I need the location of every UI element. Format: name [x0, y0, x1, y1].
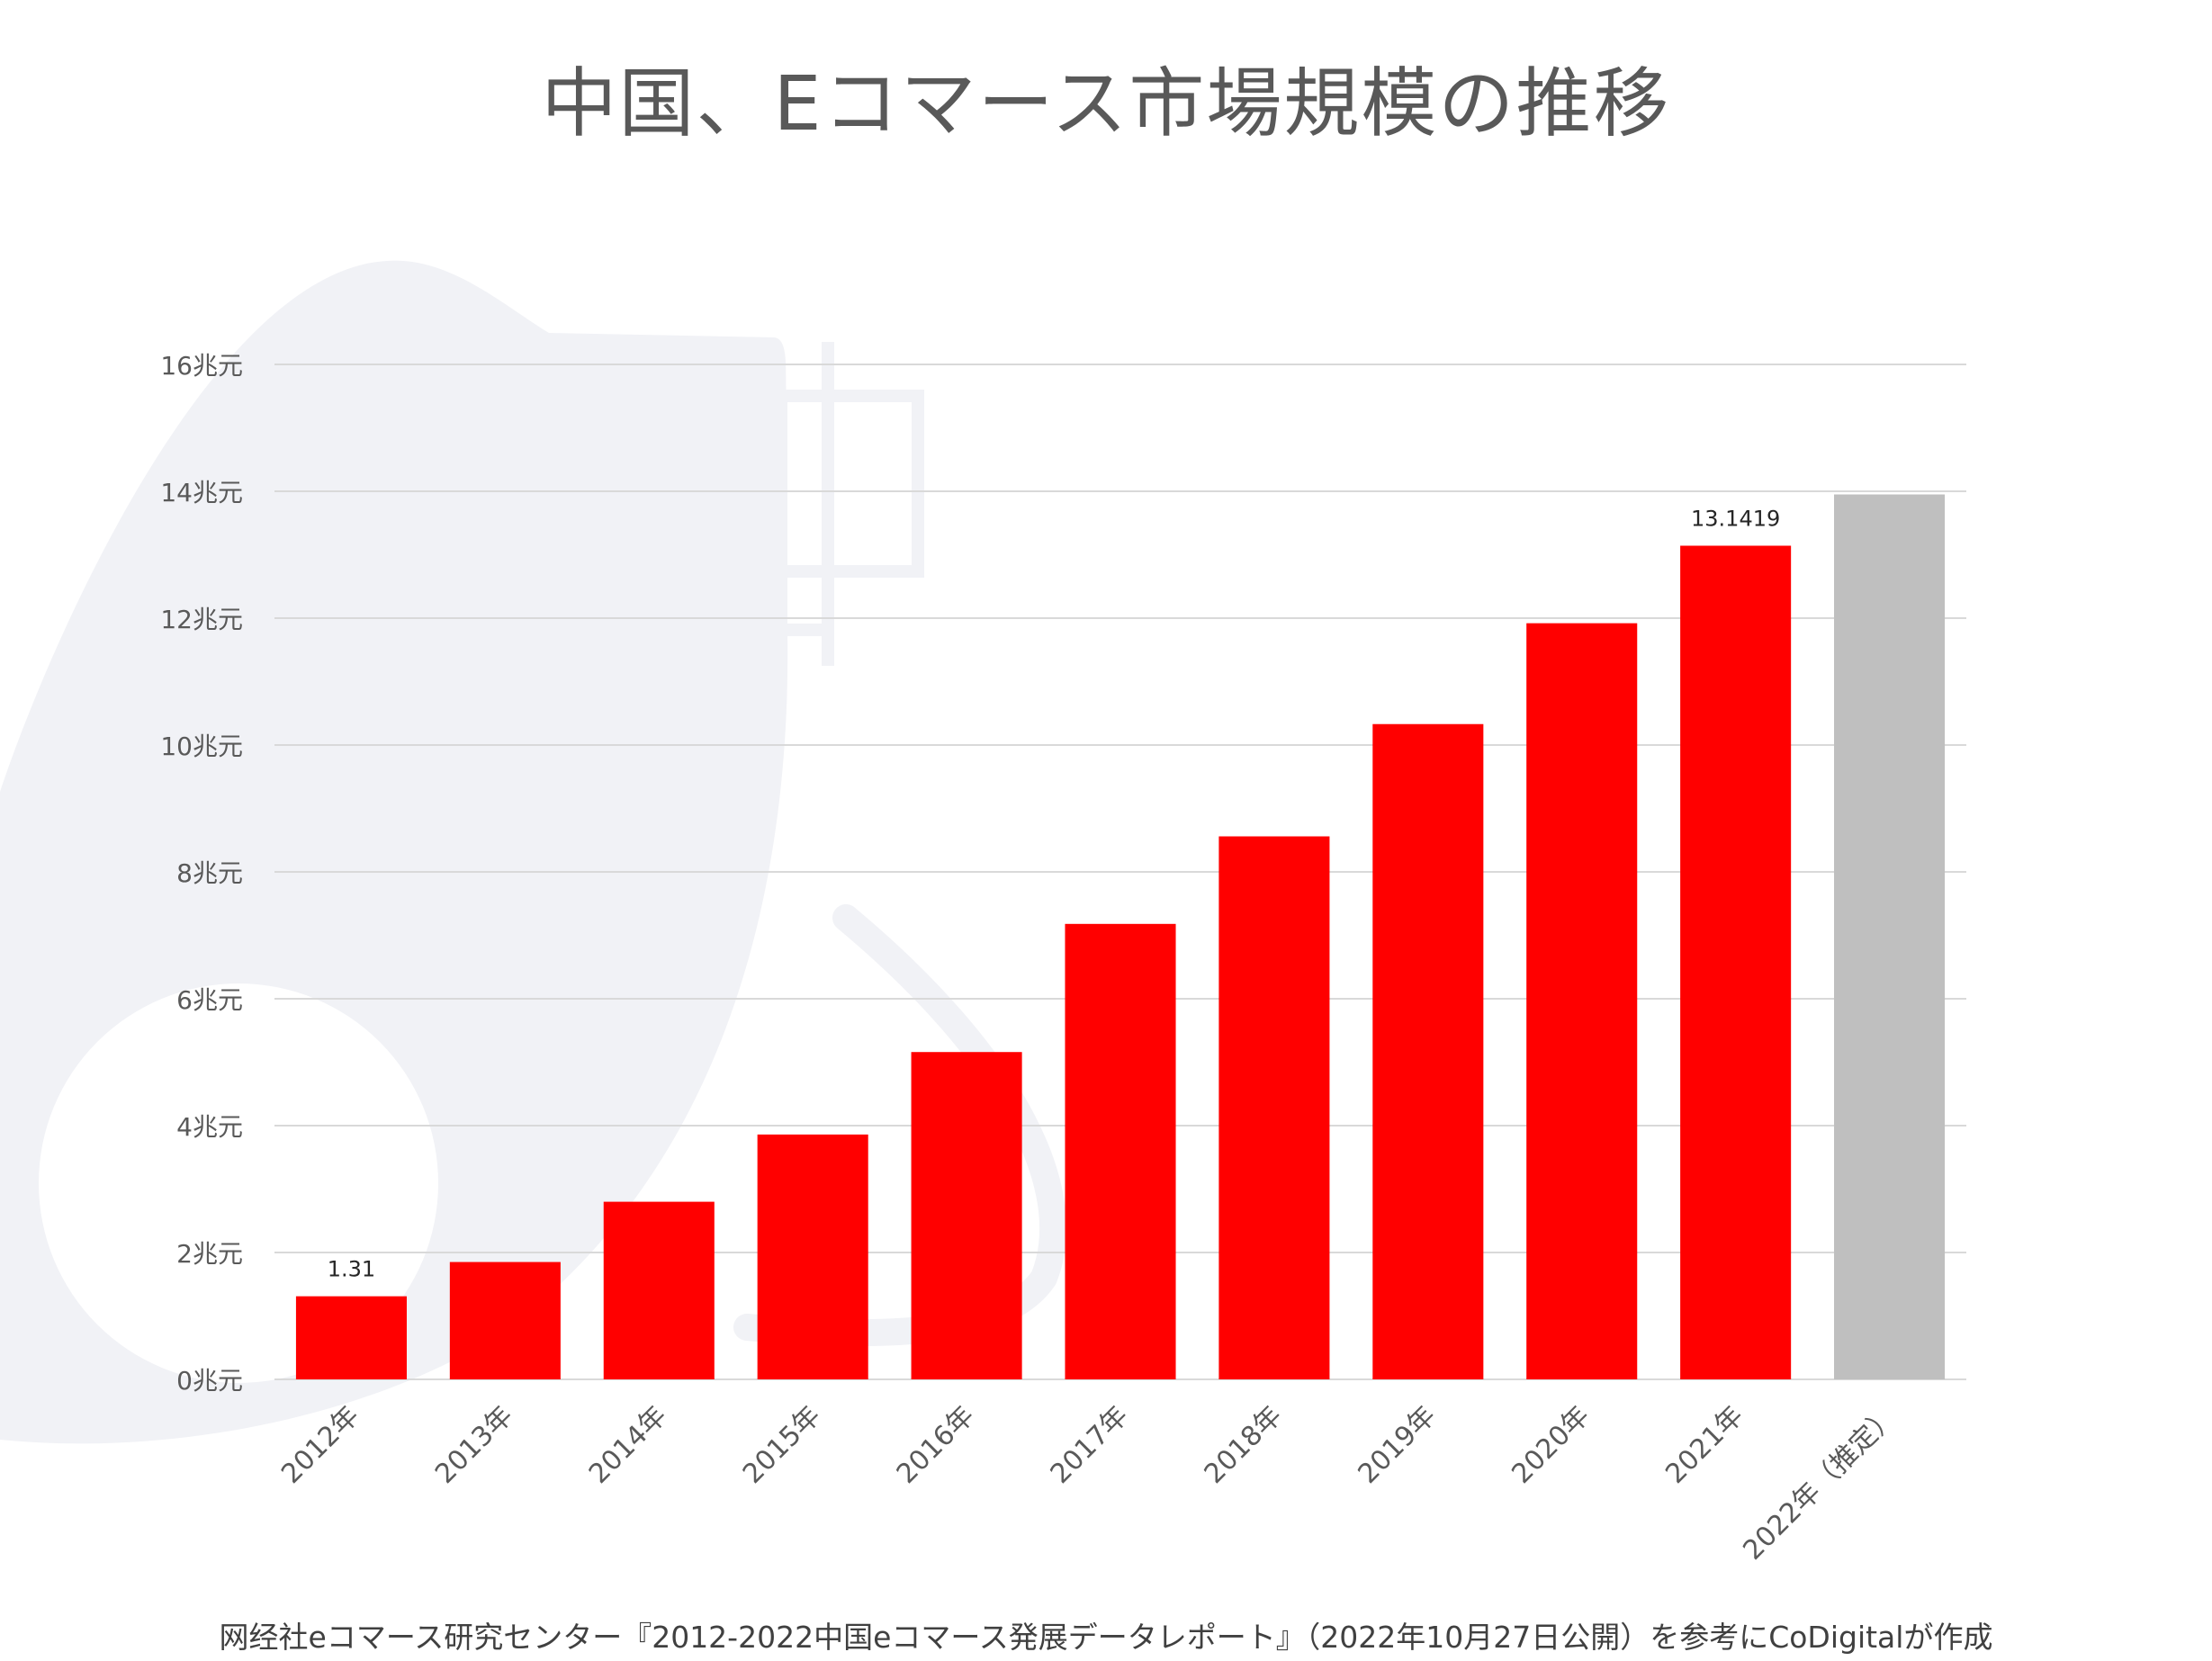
x-tick-label: 2016年 — [891, 1400, 981, 1490]
bar — [295, 1296, 407, 1379]
x-tick-label: 2012年 — [275, 1400, 365, 1490]
bar — [1065, 923, 1176, 1379]
bar — [603, 1201, 715, 1379]
data-label: 1.31 — [328, 1257, 375, 1282]
y-tick-label: 16兆元 — [160, 351, 243, 381]
bar — [1680, 545, 1792, 1379]
y-tick-label: 12兆元 — [160, 605, 243, 634]
x-tick-label: 2015年 — [737, 1400, 827, 1490]
bar — [757, 1134, 868, 1379]
x-tick-label: 2014年 — [583, 1400, 673, 1490]
y-tick-label: 0兆元 — [176, 1366, 243, 1396]
background-glyph-frame — [534, 333, 924, 666]
bar — [1372, 723, 1484, 1379]
x-tick-label: 2013年 — [429, 1400, 519, 1490]
x-tick-label: 2020年 — [1506, 1400, 1596, 1490]
chart-title: 中国、Eコマース市場規模の推移 — [541, 59, 1671, 148]
x-tick-label: 2021年 — [1659, 1400, 1749, 1490]
data-label: 13.1419 — [1691, 506, 1780, 531]
background-circle — [39, 983, 438, 1383]
y-tick-label: 10兆元 — [160, 732, 243, 761]
x-tick-label: 2022年（推定） — [1737, 1400, 1903, 1567]
y-tick-label: 2兆元 — [176, 1239, 243, 1269]
y-tick-label: 8兆元 — [176, 858, 243, 888]
x-tick-label: 2018年 — [1199, 1400, 1289, 1490]
y-tick-label: 14兆元 — [160, 478, 243, 507]
x-tick-label: 2019年 — [1353, 1400, 1443, 1490]
bar — [1834, 494, 1946, 1379]
y-tick-label: 4兆元 — [176, 1112, 243, 1142]
y-tick-label: 6兆元 — [176, 985, 243, 1015]
x-tick-label: 2017年 — [1045, 1400, 1135, 1490]
bar — [1218, 836, 1330, 1379]
source-note: 网经社eコマース研究センター『2012-2022中国eコマース発展データレポート… — [219, 1620, 1993, 1655]
bar — [911, 1052, 1022, 1379]
background-curve — [733, 904, 1067, 1347]
bar — [1526, 623, 1638, 1379]
bar — [449, 1261, 561, 1379]
